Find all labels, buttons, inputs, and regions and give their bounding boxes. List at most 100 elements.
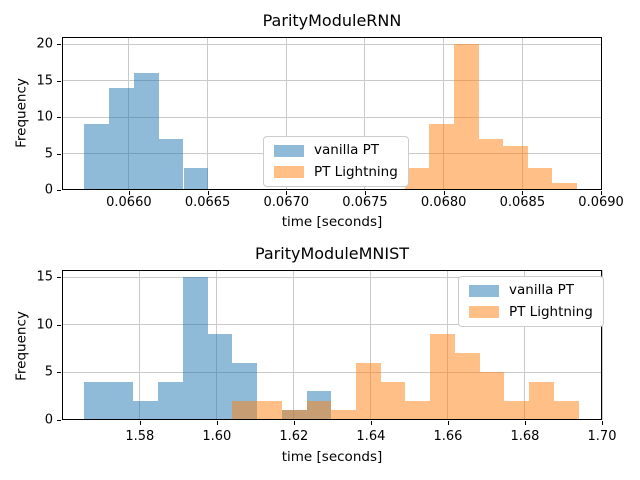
x-tick [293, 421, 295, 425]
legend-swatch-vanilla-pt [469, 284, 499, 297]
histogram-bar-pt-lightning [553, 400, 579, 420]
x-tick [128, 191, 130, 195]
x-gridline [600, 37, 602, 190]
x-tick [207, 191, 209, 195]
histogram-bar-pt-lightning [552, 182, 578, 190]
chart-title-parity-module-rnn: ParityModuleRNN [262, 11, 402, 30]
x-tick-label: 1.70 [587, 429, 617, 444]
x-tick-label: 0.0690 [578, 195, 624, 210]
histogram-bar-pt-lightning [527, 168, 553, 190]
y-tick-label: 15 [36, 269, 53, 285]
x-tick-label: 0.0685 [499, 195, 546, 210]
histogram-bar-pt-lightning [405, 400, 431, 420]
x-tick [602, 421, 603, 425]
chart-title-parity-module-mnist: ParityModuleMNIST [254, 244, 410, 263]
x-gridline [443, 37, 445, 190]
histogram-bar-vanilla-pt [133, 400, 159, 420]
histogram-bar-pt-lightning [331, 410, 357, 420]
y-tick-label: 0 [44, 412, 53, 428]
x-axis-label-bottom: time [seconds] [281, 449, 383, 465]
legend-swatch-pt-lightning [469, 306, 499, 319]
histogram-bar-pt-lightning [404, 168, 430, 190]
x-tick-label: 0.0660 [106, 195, 152, 210]
x-gridline [370, 270, 372, 420]
y-tick-label: 10 [36, 317, 53, 333]
legend-bottom: vanilla PT PT Lightning [458, 276, 604, 327]
x-tick-label: 1.60 [202, 429, 232, 444]
histogram-bar-pt-lightning [257, 400, 282, 420]
histogram-bar-vanilla-pt [158, 139, 184, 190]
x-tick [522, 191, 524, 195]
x-tick [443, 191, 445, 195]
x-gridline [601, 270, 603, 420]
x-gridline [521, 37, 523, 190]
x-tick [601, 191, 603, 195]
histogram-bar-pt-lightning [429, 124, 454, 190]
y-tick [57, 153, 61, 155]
histogram-bar-vanilla-pt [84, 381, 109, 420]
y-tick-label: 5 [44, 146, 53, 162]
x-axis-label-top: time [seconds] [281, 214, 383, 230]
y-axis-label-bottom: Frequency [13, 311, 30, 381]
y-tick-label: 5 [44, 364, 53, 380]
histogram-bar-pt-lightning [504, 400, 530, 420]
histogram-bar-pt-lightning [478, 139, 504, 190]
y-tick [57, 117, 61, 119]
x-tick [216, 421, 218, 425]
y-tick-label: 15 [36, 73, 53, 89]
x-tick [524, 421, 526, 425]
x-tick-label: 1.68 [510, 429, 540, 444]
x-tick-label: 1.66 [433, 429, 463, 444]
histogram-bar-vanilla-pt [207, 334, 233, 420]
legend-top: vanilla PT PT Lightning [263, 136, 409, 187]
histogram-bar-pt-lightning [281, 410, 307, 420]
histogram-bar-vanilla-pt [182, 277, 208, 420]
y-tick [57, 324, 61, 326]
histogram-bar-vanilla-pt [133, 73, 159, 190]
y-gridline [62, 80, 602, 82]
legend-label-pt-lightning: PT Lightning [509, 303, 593, 320]
x-tick-label: 1.58 [125, 429, 155, 444]
histogram-bar-pt-lightning [454, 353, 480, 420]
y-gridline [62, 116, 602, 118]
x-gridline [285, 37, 287, 190]
y-tick-label: 0 [44, 182, 53, 198]
x-tick-label: 0.0670 [263, 195, 310, 210]
legend-label-vanilla-pt: vanilla PT [314, 142, 380, 158]
x-gridline [207, 37, 209, 190]
x-gridline [139, 270, 141, 420]
axes-parity-module-rnn [62, 37, 602, 190]
y-tick [57, 420, 61, 421]
x-gridline [364, 37, 366, 190]
x-tick-label: 0.0680 [420, 195, 467, 210]
histogram-bar-pt-lightning [529, 381, 554, 420]
legend-label-pt-lightning: PT Lightning [314, 163, 398, 180]
axes-parity-module-mnist [62, 270, 603, 420]
x-gridline [524, 270, 526, 420]
legend-swatch-pt-lightning [274, 166, 304, 179]
histogram-bar-vanilla-pt [108, 381, 134, 420]
y-tick [57, 277, 61, 279]
histogram-bar-vanilla-pt [158, 381, 183, 420]
x-tick [286, 191, 288, 195]
y-tick-label: 10 [36, 109, 53, 125]
legend-entry-pt-lightning: PT Lightning [274, 163, 398, 180]
x-tick [364, 191, 366, 195]
histogram-bar-pt-lightning [380, 381, 406, 420]
y-gridline [62, 276, 602, 278]
histogram-bar-pt-lightning [356, 362, 381, 420]
legend-entry-pt-lightning: PT Lightning [469, 303, 593, 320]
x-gridline [293, 270, 295, 420]
histogram-bar-pt-lightning [306, 400, 332, 420]
x-tick-label: 0.0665 [184, 195, 231, 210]
legend-label-vanilla-pt: vanilla PT [509, 282, 575, 298]
histogram-bar-vanilla-pt [108, 88, 134, 190]
histogram-bar-vanilla-pt [84, 124, 109, 190]
legend-entry-vanilla-pt: vanilla PT [274, 142, 398, 158]
x-tick [370, 421, 372, 425]
y-tick [57, 372, 61, 374]
y-tick [57, 80, 61, 82]
histogram-bar-pt-lightning [453, 44, 479, 190]
histogram-bar-vanilla-pt [183, 168, 209, 190]
